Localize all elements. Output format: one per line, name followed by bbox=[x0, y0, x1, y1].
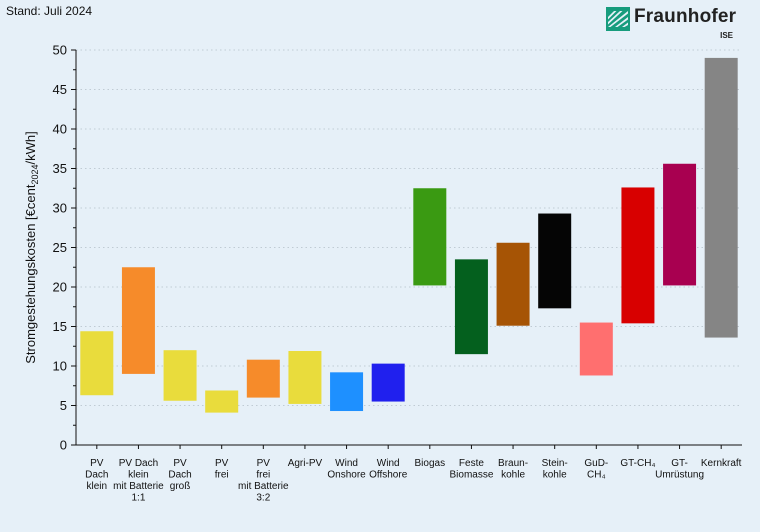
category-label: Stein-kohle bbox=[542, 458, 568, 481]
category-label-line: 3:2 bbox=[256, 493, 270, 504]
y-title-subscript: 2024 bbox=[30, 164, 40, 184]
fraunhofer-logo: Fraunhofer ISE bbox=[606, 6, 741, 42]
category-label-line: Dach bbox=[168, 470, 191, 481]
category-label-line: Dach bbox=[85, 470, 108, 481]
category-label-line: 1:1 bbox=[131, 493, 145, 504]
category-label: Wind Onshore bbox=[327, 458, 366, 481]
category-label-line: Offshore bbox=[369, 470, 408, 481]
category-label: Biogas bbox=[415, 458, 446, 469]
bar bbox=[538, 213, 572, 309]
category-label-line: groß bbox=[170, 481, 191, 492]
category-label: GuD-CH₄ bbox=[584, 458, 608, 481]
y-axis-title: Stromgestehungskosten [€cent2024/kWh] bbox=[23, 131, 40, 364]
category-label-line: PV bbox=[215, 458, 229, 469]
y-tick-label: 45 bbox=[53, 82, 67, 97]
stand-date: Stand: Juli 2024 bbox=[6, 4, 93, 18]
logo-subtext: ISE bbox=[720, 31, 733, 40]
category-label-line: frei bbox=[256, 470, 270, 481]
category-label: Wind Offshore bbox=[369, 458, 408, 481]
bar bbox=[663, 163, 697, 286]
bar bbox=[288, 350, 322, 404]
bar bbox=[454, 259, 488, 355]
category-label: PV Dach klein bbox=[85, 458, 108, 492]
y-tick-label: 40 bbox=[53, 122, 67, 137]
category-label: GT-Umrüstung bbox=[655, 458, 704, 481]
category-label-line: Onshore bbox=[327, 470, 366, 481]
category-label-line: GT-CH₄ bbox=[620, 458, 655, 469]
category-label-line: klein bbox=[87, 481, 108, 492]
category-label-line: Biomasse bbox=[449, 470, 493, 481]
category-label-line: PV bbox=[257, 458, 271, 469]
bar bbox=[330, 372, 364, 412]
category-label-line: Feste bbox=[459, 458, 484, 469]
bar bbox=[205, 390, 239, 413]
category-label: PV Dach klein mit Batterie 1:1 bbox=[113, 458, 164, 504]
category-label-line: kohle bbox=[543, 470, 567, 481]
category-label: PV frei mit Batterie 3:2 bbox=[238, 458, 289, 504]
y-tick-label: 10 bbox=[53, 359, 67, 374]
category-label-line: Stein- bbox=[542, 458, 568, 469]
category-label: PV Dach groß bbox=[168, 458, 191, 492]
category-label: Kernkraft bbox=[701, 458, 742, 469]
axes bbox=[71, 49, 742, 449]
category-label-line: PV bbox=[90, 458, 104, 469]
category-label-line: CH₄ bbox=[587, 470, 606, 481]
bar bbox=[413, 188, 447, 286]
category-label-line: mit Batterie bbox=[113, 481, 164, 492]
y-title-part: /kWh] bbox=[23, 131, 38, 164]
category-label-line: frei bbox=[215, 470, 229, 481]
bar bbox=[246, 359, 280, 398]
y-tick-label: 50 bbox=[53, 43, 67, 58]
category-label: Feste Biomasse bbox=[449, 458, 493, 481]
category-label-line: PV Dach bbox=[119, 458, 158, 469]
y-tick-label: 35 bbox=[53, 161, 67, 176]
y-tick-label: 25 bbox=[53, 240, 67, 255]
category-label-line: Agri-PV bbox=[288, 458, 323, 469]
category-label: GT-CH₄ bbox=[620, 458, 655, 469]
category-label: PV frei bbox=[215, 458, 229, 481]
y-title-part: Stromgestehungskosten [€cent bbox=[23, 184, 38, 364]
bar bbox=[621, 187, 655, 324]
category-label: Braun-kohle bbox=[498, 458, 528, 481]
category-label-line: Umrüstung bbox=[655, 470, 704, 481]
bar bbox=[80, 331, 114, 396]
bar bbox=[371, 363, 405, 402]
bar bbox=[121, 267, 155, 374]
y-tick-labels: 0 5 10 15 20 25 30 35 40 45 50 bbox=[53, 43, 67, 453]
bar bbox=[163, 350, 197, 401]
category-label-line: mit Batterie bbox=[238, 481, 289, 492]
y-tick-label: 20 bbox=[53, 280, 67, 295]
category-label-line: PV bbox=[173, 458, 187, 469]
category-label-line: klein bbox=[128, 470, 149, 481]
y-tick-label: 0 bbox=[60, 438, 67, 453]
category-label-line: Wind bbox=[335, 458, 358, 469]
category-label-line: GuD- bbox=[584, 458, 608, 469]
logo-text: Fraunhofer bbox=[634, 6, 737, 27]
bars bbox=[80, 57, 738, 413]
bar bbox=[704, 57, 738, 338]
category-label-line: Biogas bbox=[415, 458, 446, 469]
category-label-line: GT- bbox=[671, 458, 688, 469]
category-label-line: kohle bbox=[501, 470, 525, 481]
category-label-line: Wind bbox=[377, 458, 400, 469]
y-tick-label: 15 bbox=[53, 319, 67, 334]
fraunhofer-logo-icon bbox=[606, 7, 630, 31]
bar bbox=[496, 242, 530, 326]
bar bbox=[579, 322, 613, 376]
category-label: Agri-PV bbox=[288, 458, 323, 469]
category-label-line: Braun- bbox=[498, 458, 528, 469]
y-tick-label: 30 bbox=[53, 201, 67, 216]
y-tick-label: 5 bbox=[60, 398, 67, 413]
category-label-line: Kernkraft bbox=[701, 458, 742, 469]
